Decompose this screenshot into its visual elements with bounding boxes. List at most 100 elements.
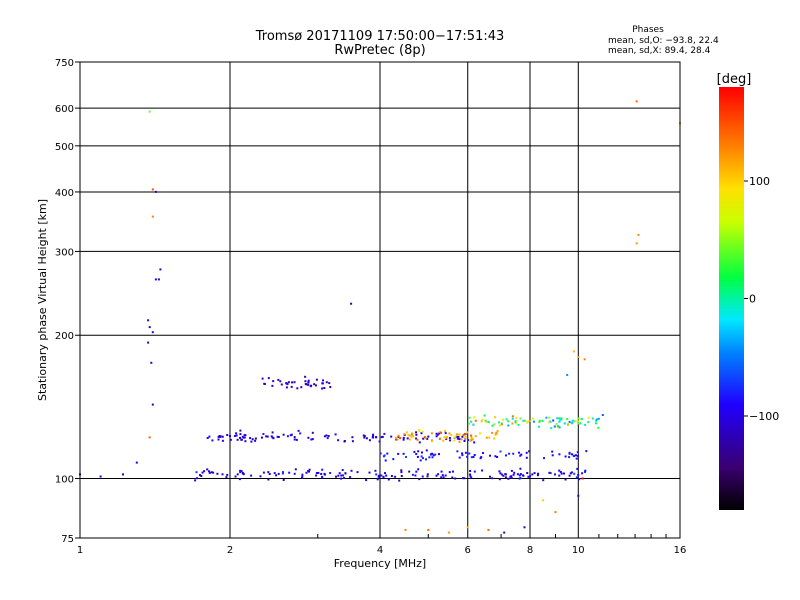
phase-point: [235, 434, 238, 437]
phase-point: [575, 454, 577, 457]
phase-point: [563, 422, 566, 425]
phase-point: [568, 474, 571, 477]
x-tick-label: 6: [465, 545, 471, 556]
phase-point: [595, 418, 598, 421]
phase-point: [411, 473, 414, 476]
phase-point: [483, 414, 486, 417]
phase-point: [416, 455, 419, 458]
phase-point: [458, 456, 461, 459]
phase-point: [244, 440, 247, 443]
phase-point: [229, 435, 231, 438]
phase-point: [403, 433, 406, 436]
phase-point: [597, 417, 600, 420]
phase-point: [494, 416, 497, 419]
phase-point: [221, 439, 224, 442]
phase-point: [558, 426, 561, 429]
phase-point: [425, 449, 428, 452]
phase-point: [376, 478, 379, 481]
phase-point: [470, 434, 473, 437]
phase-point: [323, 473, 326, 476]
phase-point: [463, 477, 466, 480]
phase-point: [426, 437, 429, 440]
phase-point: [383, 432, 386, 435]
phase-point: [454, 477, 457, 480]
phase-point: [436, 433, 439, 436]
phase-point: [349, 476, 352, 479]
phase-point: [307, 381, 310, 384]
phase-point: [311, 431, 314, 434]
phase-point: [244, 434, 247, 437]
phase-point: [566, 418, 569, 421]
phase-point: [240, 438, 243, 441]
phase-point: [254, 439, 257, 442]
x-tick-label: 4: [377, 545, 383, 556]
phase-point: [568, 456, 571, 459]
phase-point: [399, 437, 402, 440]
phase-point: [422, 457, 424, 460]
phase-point: [438, 453, 440, 456]
phase-point: [455, 435, 458, 438]
phase-point: [466, 455, 469, 458]
colorbar: [719, 87, 744, 510]
phase-point: [297, 429, 300, 432]
phase-point: [296, 387, 299, 390]
phase-point: [503, 531, 506, 534]
phase-point: [567, 423, 570, 426]
phase-point: [480, 420, 483, 423]
phase-point: [438, 432, 441, 435]
phase-point: [458, 440, 461, 443]
phase-point: [581, 477, 584, 480]
phase-point: [558, 453, 561, 456]
phase-point: [408, 470, 411, 473]
phase-point: [394, 475, 397, 478]
phase-point: [362, 434, 365, 437]
phase-point: [455, 433, 458, 436]
phase-point: [392, 458, 395, 461]
phase-point: [242, 472, 245, 475]
phase-point: [351, 440, 354, 443]
phase-point: [234, 475, 237, 478]
phase-point: [538, 421, 541, 424]
phase-point: [437, 473, 440, 476]
phase-point: [329, 386, 332, 388]
phase-point: [581, 472, 584, 475]
phase-point: [211, 439, 214, 442]
phase-point: [577, 474, 580, 476]
phase-point: [549, 472, 552, 475]
phase-point: [239, 433, 242, 436]
phase-point: [372, 435, 374, 438]
phase-point: [363, 436, 366, 439]
phase-point: [479, 457, 482, 460]
phase-point: [457, 435, 460, 438]
phase-point: [508, 452, 511, 455]
grid-lines: [80, 62, 680, 538]
phase-point: [448, 471, 451, 474]
phase-point: [469, 470, 472, 472]
y-tick-label: 500: [55, 142, 74, 153]
phase-point: [238, 478, 241, 481]
phase-point: [407, 434, 410, 437]
phase-point: [428, 456, 431, 459]
phase-point: [321, 468, 324, 471]
phase-point: [208, 470, 210, 473]
phase-point: [505, 418, 508, 421]
phase-point: [289, 434, 292, 437]
phase-point: [285, 386, 288, 389]
plot-frame: [79, 61, 681, 539]
phase-point: [553, 425, 556, 428]
phase-point: [380, 474, 383, 477]
phase-point: [577, 494, 580, 497]
phase-point: [456, 450, 459, 453]
phase-point: [577, 422, 580, 425]
x-tick-label: 8: [527, 545, 533, 556]
phase-point: [233, 435, 236, 437]
phase-point: [515, 416, 518, 419]
phase-point: [382, 475, 385, 478]
phase-point: [379, 452, 382, 455]
phase-point: [301, 476, 303, 479]
phase-point: [386, 452, 389, 455]
phase-point: [343, 476, 345, 479]
phase-point: [431, 439, 434, 442]
phase-point: [287, 381, 290, 384]
phase-point: [239, 469, 242, 472]
